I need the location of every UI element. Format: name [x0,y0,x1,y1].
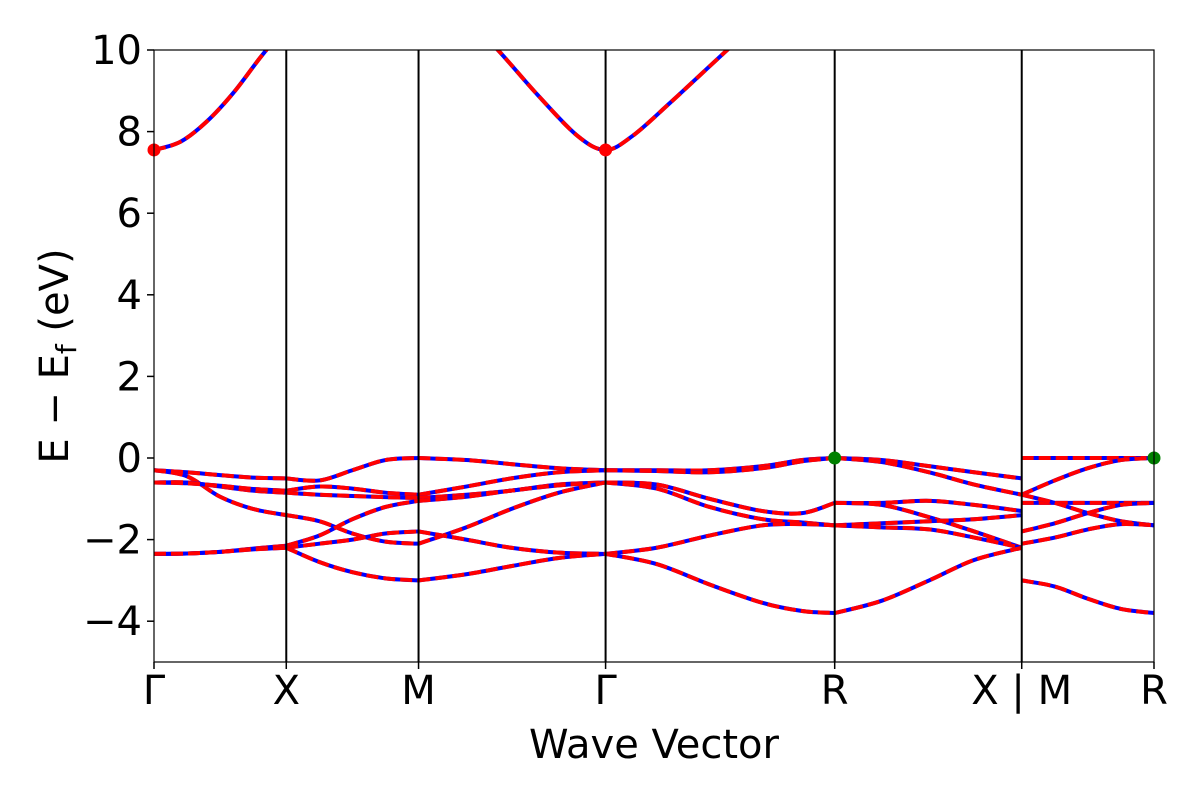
band-dash-21 [418,551,606,583]
band-dash-41 [1021,578,1154,616]
band-line-23 [605,456,835,475]
band-dash-12 [285,498,419,548]
x-tick-label-1: X [273,668,300,714]
y-axis-label-main: E − E [32,354,78,464]
band-dash-16 [418,468,606,497]
y-axis-ticks: −4 −2 0 2 4 6 8 10 [83,28,154,645]
y-tick-label-6: 8 [117,110,142,156]
y-tick-label-5: 6 [117,191,142,237]
band-dash-20 [418,529,606,556]
band-dash-15 [418,456,606,473]
band-dash-27 [605,551,835,616]
band-dash-8 [286,456,419,483]
y-tick-label-4: 4 [117,273,142,319]
x-tick-label-2: M [401,668,436,714]
band-dash-40 [1021,521,1154,546]
plot-frame [153,49,1155,663]
y-axis-label-subscript: f [50,343,83,354]
band-dash-28 [834,456,1022,481]
band-line-34 [834,545,1023,615]
band-dash-3 [154,468,287,518]
y-tick-label-3: 2 [117,354,142,400]
band-dash-30 [834,498,1022,514]
y-axis-label: E − Ef (eV) [32,248,83,463]
band-dash-11 [285,513,419,546]
x-tick-label-6: R [1140,668,1168,714]
band-dash-32 [834,513,1022,528]
x-tick-label-3: Γ [594,668,617,714]
x-tick-label-5: X | M [971,668,1072,714]
y-tick-label-1: −2 [83,518,142,564]
band-dash-0 [154,50,269,152]
band-dash-36 [1020,456,1154,497]
y-axis-label-unit: (eV) [32,248,78,344]
band-dash-5 [154,480,287,493]
band-dash-29 [834,456,1023,497]
x-axis-label: Wave Vector [529,722,780,768]
x-tick-label-4: R [821,668,849,714]
band-dash-31 [834,500,1023,550]
extremum-marker-1 [599,143,613,157]
band-dash-19 [417,480,607,546]
plot-background [154,50,1154,662]
band-dash-39 [1021,500,1154,534]
x-axis-ticks: Γ X M Γ R X | M R [143,662,1168,714]
y-tick-label-0: −4 [83,599,142,645]
x-tick-label-0: Γ [143,668,166,714]
band-dash-10 [286,490,419,500]
band-dash-7 [154,545,287,556]
band-dash-14 [285,545,419,583]
band-line-24 [605,480,836,516]
band-lines [154,50,1154,616]
y-tick-label-2: 0 [117,436,142,482]
band-dash-18 [418,480,606,503]
band-line-26 [605,521,835,556]
band-dash-33 [834,523,1023,550]
band-dash-13 [286,529,419,550]
y-tick-label-7: 10 [91,28,142,74]
extremum-marker-2 [828,451,842,465]
band-dash-9 [286,484,419,497]
